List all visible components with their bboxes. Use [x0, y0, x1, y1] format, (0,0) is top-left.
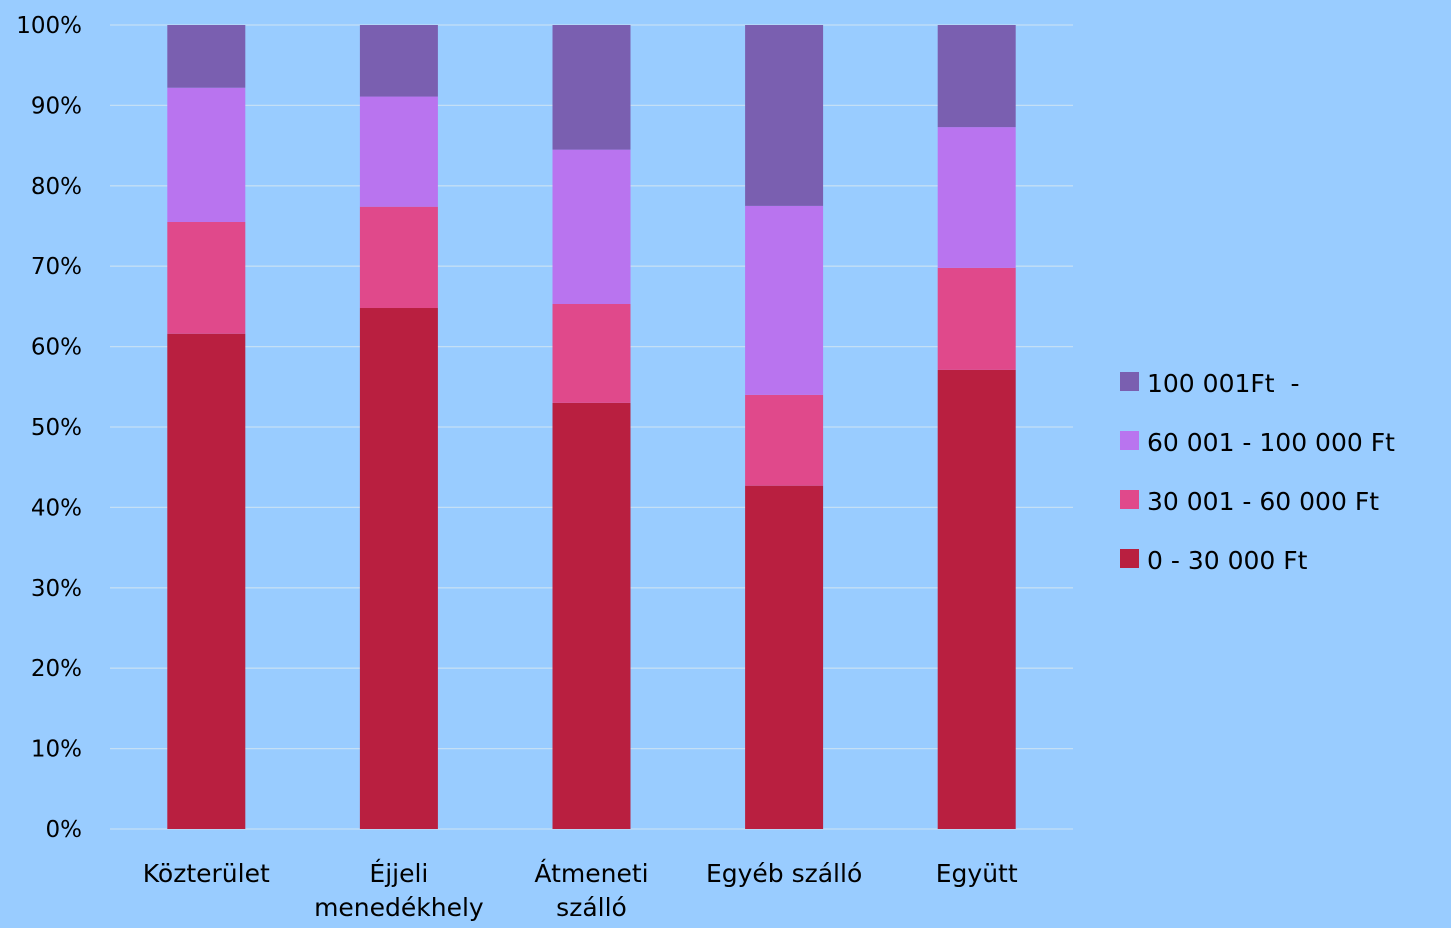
- y-tick-label: 20%: [31, 656, 82, 682]
- bars: [167, 25, 1016, 829]
- y-tick-label: 100%: [16, 13, 82, 39]
- bar-segment: [552, 402, 631, 829]
- x-axis: Közterület Éjjeli menedékhely Átmeneti száll…: [143, 859, 1018, 922]
- legend-item: 100 001Ft -: [1120, 369, 1299, 398]
- legend-label: 30 001 - 60 000 Ft: [1147, 487, 1379, 516]
- bar-segment: [167, 25, 246, 88]
- x-category-label: Együtt: [936, 859, 1018, 888]
- bar-segment: [359, 96, 438, 207]
- legend-item: 30 001 - 60 000 Ft: [1120, 487, 1379, 516]
- y-tick-label: 90%: [31, 93, 82, 119]
- legend-swatch: [1120, 372, 1139, 391]
- x-category-label: Közterület: [143, 859, 270, 888]
- legend-swatch: [1120, 490, 1139, 509]
- y-tick-label: 80%: [31, 174, 82, 200]
- y-tick-label: 50%: [31, 415, 82, 441]
- y-tick-label: 70%: [31, 254, 82, 280]
- legend: 100 001Ft - 60 001 - 100 000 Ft 30 001 - 6…: [1120, 369, 1395, 575]
- legend-item: 0 - 30 000 Ft: [1120, 546, 1308, 575]
- bar-segment: [937, 25, 1016, 128]
- bar-segment: [745, 394, 824, 486]
- x-category-label: Átmeneti szálló: [534, 859, 648, 922]
- bar-segment: [745, 205, 824, 395]
- bar-segment: [937, 127, 1016, 268]
- bar-segment: [937, 369, 1016, 829]
- bar-segment: [167, 87, 246, 222]
- legend-label: 100 001Ft -: [1147, 369, 1299, 398]
- bar-segment: [552, 303, 631, 403]
- y-tick-label: 0%: [46, 817, 83, 843]
- legend-swatch: [1120, 431, 1139, 450]
- legend-label: 0 - 30 000 Ft: [1147, 546, 1308, 575]
- bar-segment: [552, 149, 631, 304]
- y-tick-label: 10%: [31, 737, 82, 763]
- y-tick-label: 40%: [31, 495, 82, 521]
- y-tick-label: 30%: [31, 576, 82, 602]
- bar-segment: [167, 333, 246, 829]
- legend-item: 60 001 - 100 000 Ft: [1120, 428, 1395, 457]
- bar-segment: [359, 206, 438, 309]
- legend-swatch: [1120, 549, 1139, 568]
- bar-segment: [359, 25, 438, 97]
- legend-label: 60 001 - 100 000 Ft: [1147, 428, 1395, 457]
- bar-segment: [745, 485, 824, 829]
- bar-segment: [745, 25, 824, 206]
- bar-segment: [937, 267, 1016, 370]
- y-axis: 0% 10% 20% 30% 40% 50% 60% 70% 80% 90% 100%: [16, 13, 82, 843]
- x-category-label: Éjjeli menedékhely: [314, 859, 484, 922]
- y-tick-label: 60%: [31, 335, 82, 361]
- bar-segment: [167, 221, 246, 334]
- bar-segment: [552, 25, 631, 150]
- x-category-label: Egyéb szálló: [706, 859, 862, 888]
- bar-segment: [359, 308, 438, 829]
